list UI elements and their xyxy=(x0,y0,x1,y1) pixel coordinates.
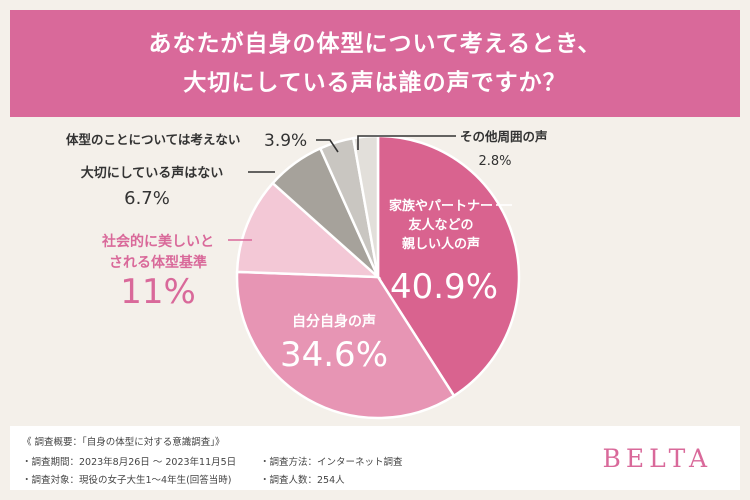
slice-value-5: 3.9% xyxy=(264,131,307,151)
slice-value-4: 6.7% xyxy=(124,188,170,209)
slice-label-1: 家族やパートナー友人などの親しい人の声 xyxy=(389,198,493,252)
leader-line-6 xyxy=(357,135,456,150)
slice-value-1: 40.9% xyxy=(390,267,498,307)
slice-label-2: 自分自身の声 xyxy=(292,313,376,330)
slice-value-2: 34.6% xyxy=(280,335,388,375)
survey-summary: 《 調査概要：「自身の体型に対する意識調査」》 xyxy=(22,437,225,448)
slice-value-6: 2.8% xyxy=(478,154,511,169)
title-line-2: 大切にしている声は誰の声ですか？ xyxy=(183,69,567,96)
slice-label-5: 体型のことについては考えない xyxy=(66,132,240,147)
pie-slice-2 xyxy=(235,270,456,420)
brand-logo: BELTA xyxy=(602,444,712,473)
slice-label-6: その他周囲の声 xyxy=(460,129,548,144)
pie-slice-3 xyxy=(235,181,382,279)
leader-line-5 xyxy=(316,139,339,153)
slice-label-4: 大切にしている声はない xyxy=(81,165,224,181)
title-banner: あなたが自身の体型について考えるとき、 大切にしている声は誰の声ですか？ xyxy=(10,10,740,117)
survey-target: ・調査対象：現役の女子大生1〜4年生(回答当時) xyxy=(22,475,232,486)
survey-count: ・調査人数：254人 xyxy=(260,475,345,486)
slice-label-3: 社会的に美しいとされる体型基準 xyxy=(101,233,214,271)
survey-footer: 《 調査概要：「自身の体型に対する意識調査」》 ・調査期間：2023年8月26日… xyxy=(10,426,740,490)
slice-value-3: 11% xyxy=(120,272,196,312)
title-line-1: あなたが自身の体型について考えるとき、 xyxy=(148,30,602,57)
survey-period: ・調査期間：2023年8月26日 〜 2023年11月5日 xyxy=(22,457,237,468)
survey-method: ・調査方法：インターネット調査 xyxy=(260,457,403,468)
